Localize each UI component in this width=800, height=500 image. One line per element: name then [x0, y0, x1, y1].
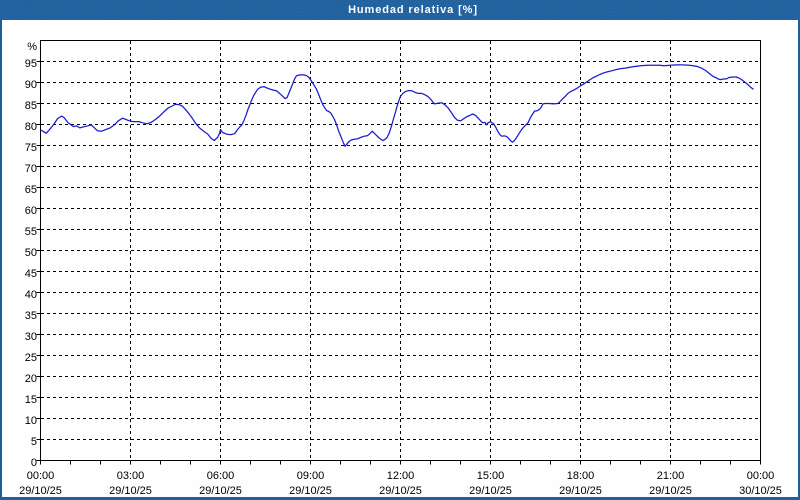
svg-text:29/10/25: 29/10/25 — [109, 485, 152, 497]
svg-text:15:00: 15:00 — [477, 470, 505, 482]
svg-text:06:00: 06:00 — [207, 470, 235, 482]
svg-text:03:00: 03:00 — [117, 470, 145, 482]
svg-text:29/10/25: 29/10/25 — [649, 485, 692, 497]
svg-text:30/10/25: 30/10/25 — [739, 485, 782, 497]
svg-text:00:00: 00:00 — [27, 470, 55, 482]
svg-text:18:00: 18:00 — [567, 470, 595, 482]
svg-text:00:00: 00:00 — [747, 470, 775, 482]
svg-text:29/10/25: 29/10/25 — [559, 485, 602, 497]
svg-text:75: 75 — [25, 142, 37, 154]
svg-text:45: 45 — [25, 268, 37, 280]
svg-text:55: 55 — [25, 226, 37, 238]
svg-text:80: 80 — [25, 121, 37, 133]
svg-text:29/10/25: 29/10/25 — [289, 485, 332, 497]
svg-text:40: 40 — [25, 289, 37, 301]
svg-text:12:00: 12:00 — [387, 470, 415, 482]
svg-text:50: 50 — [25, 247, 37, 259]
svg-text:09:00: 09:00 — [297, 470, 325, 482]
svg-text:5: 5 — [31, 436, 37, 448]
svg-text:10: 10 — [25, 415, 37, 427]
svg-text:60: 60 — [25, 205, 37, 217]
svg-text:65: 65 — [25, 184, 37, 196]
svg-text:90: 90 — [25, 79, 37, 91]
svg-text:25: 25 — [25, 352, 37, 364]
svg-text:85: 85 — [25, 100, 37, 112]
svg-text:20: 20 — [25, 373, 37, 385]
svg-text:95: 95 — [25, 58, 37, 70]
svg-text:%: % — [27, 41, 37, 53]
svg-text:29/10/25: 29/10/25 — [19, 485, 62, 497]
svg-text:29/10/25: 29/10/25 — [469, 485, 512, 497]
svg-text:29/10/25: 29/10/25 — [199, 485, 242, 497]
svg-text:70: 70 — [25, 163, 37, 175]
svg-text:29/10/25: 29/10/25 — [379, 485, 422, 497]
svg-text:0: 0 — [31, 457, 37, 469]
svg-text:35: 35 — [25, 310, 37, 322]
svg-text:21:00: 21:00 — [657, 470, 685, 482]
svg-text:15: 15 — [25, 394, 37, 406]
svg-text:30: 30 — [25, 331, 37, 343]
